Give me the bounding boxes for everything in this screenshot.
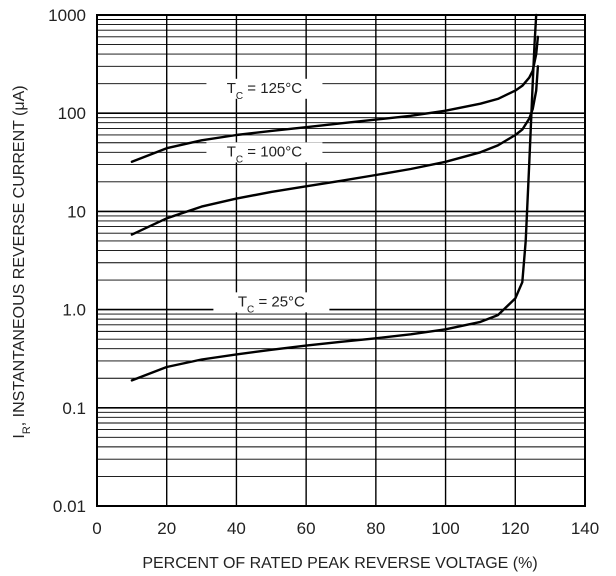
curve-label-subscript: C bbox=[247, 304, 254, 315]
x-tick-label: 100 bbox=[431, 519, 459, 538]
grid bbox=[96, 15, 586, 507]
y-axis-title-symbol: I bbox=[11, 434, 28, 438]
curve-label-background bbox=[206, 78, 323, 99]
x-tick-label: 40 bbox=[227, 519, 246, 538]
y-tick-label: 0.01 bbox=[53, 497, 86, 516]
curve-label-text: = 125°C bbox=[243, 80, 302, 97]
curve-labels: TC = 125°CTC = 100°CTC = 25°C bbox=[206, 78, 330, 315]
y-axis-title: IR, INSTANTANEOUS REVERSE CURRENT (μA) bbox=[11, 85, 33, 438]
curve-label-text: = 100°C bbox=[243, 143, 302, 160]
y-tick-label: 10 bbox=[67, 202, 86, 221]
x-tick-label: 140 bbox=[571, 519, 599, 538]
curve-label-symbol: T bbox=[238, 293, 247, 310]
x-tick-label: 20 bbox=[157, 519, 176, 538]
y-tick-labels: 0.01 0.1 1.0 10 100 1000 bbox=[48, 6, 86, 516]
curve-label: TC = 100°C bbox=[227, 143, 303, 165]
x-tick-labels: 0 20 40 60 80 100 120 140 bbox=[92, 519, 599, 538]
curve-label-text: = 25°C bbox=[254, 293, 305, 310]
x-axis-title: PERCENT OF RATED PEAK REVERSE VOLTAGE (%… bbox=[142, 555, 537, 572]
x-tick-label: 120 bbox=[501, 519, 529, 538]
curve-label-subscript: C bbox=[236, 90, 243, 101]
x-tick-label: 0 bbox=[92, 519, 101, 538]
y-tick-label: 100 bbox=[58, 104, 86, 123]
curve-label-background bbox=[206, 142, 323, 163]
x-tick-label: 60 bbox=[297, 519, 316, 538]
plot-frame bbox=[96, 14, 586, 507]
curves bbox=[130, 13, 540, 382]
y-axis-title-subscript: R bbox=[21, 426, 33, 434]
curve-label-background bbox=[213, 292, 330, 313]
curve-label: TC = 25°C bbox=[238, 293, 305, 315]
y-axis-title-rest: , INSTANTANEOUS REVERSE CURRENT (μA) bbox=[11, 85, 28, 426]
series-line-2 bbox=[130, 13, 538, 382]
x-tick-label: 80 bbox=[366, 519, 385, 538]
series-line-0 bbox=[130, 35, 540, 163]
series-line-1 bbox=[130, 65, 540, 236]
curve-label-symbol: T bbox=[227, 143, 236, 160]
curve-label-subscript: C bbox=[236, 154, 243, 165]
curve-label: TC = 125°C bbox=[227, 80, 303, 102]
y-tick-label: 0.1 bbox=[62, 399, 86, 418]
y-tick-label: 1.0 bbox=[62, 301, 86, 320]
curve-label-symbol: T bbox=[227, 80, 236, 97]
y-tick-label: 1000 bbox=[48, 6, 86, 25]
